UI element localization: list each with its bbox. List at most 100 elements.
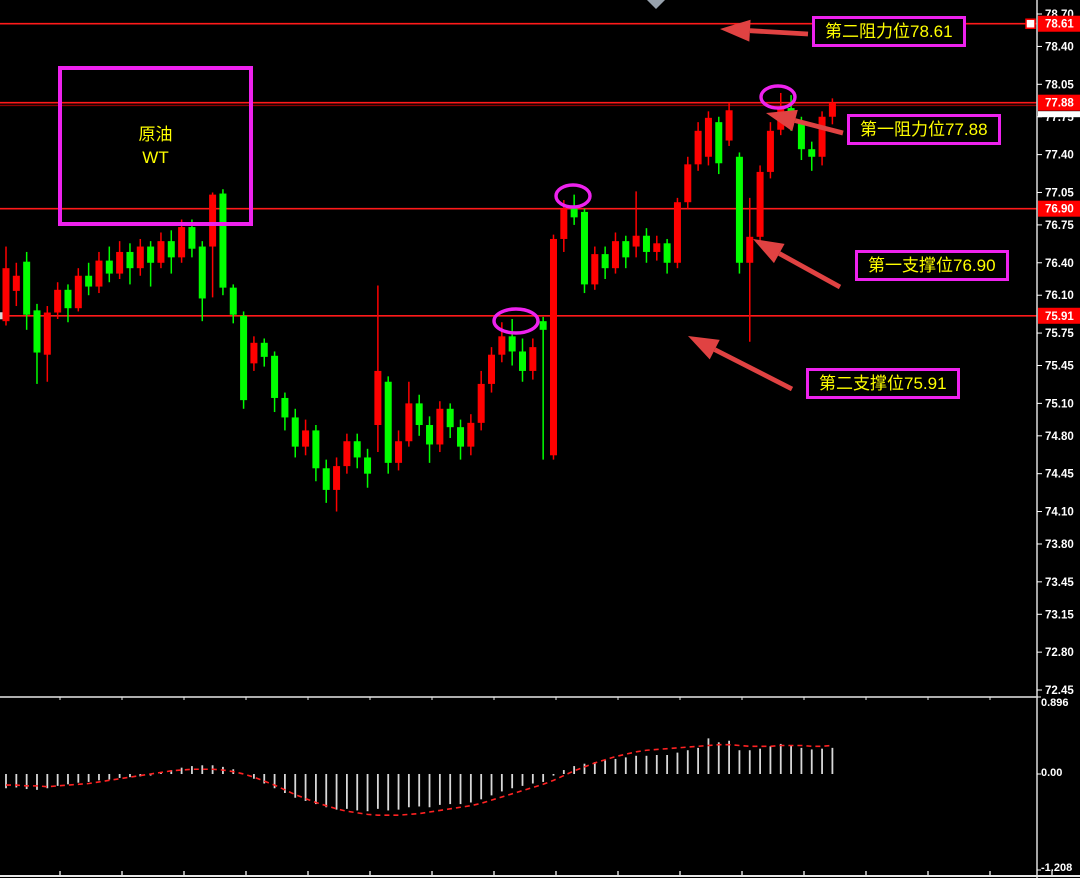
candle-body	[498, 336, 506, 355]
candle-body	[229, 287, 237, 315]
candle-body	[23, 261, 31, 315]
symbol-code: WT	[142, 148, 169, 167]
support1-label-box[interactable]: 第一支撑位76.90	[855, 250, 1009, 281]
candle-body	[797, 122, 805, 150]
highlight-ellipses[interactable]	[492, 84, 797, 335]
candle-body	[209, 194, 217, 247]
line-handle[interactable]	[1025, 18, 1036, 29]
axis-tick-label: 77.40	[1045, 150, 1074, 162]
candle-body	[601, 254, 609, 269]
candle-body	[818, 116, 826, 157]
candle-body	[33, 310, 41, 353]
price-badge	[1038, 307, 1080, 324]
candle-body	[105, 260, 113, 274]
candle-body	[2, 268, 10, 322]
highlight-ellipse[interactable]	[492, 307, 540, 335]
candle-body	[746, 236, 754, 263]
axis-tick-label: 73.45	[1045, 577, 1074, 589]
candle-body	[250, 342, 258, 364]
symbol-name: 原油	[138, 125, 173, 144]
candle-body	[353, 441, 361, 458]
arrow-head[interactable]	[688, 336, 720, 360]
candle-body	[198, 246, 206, 299]
highlight-ellipse[interactable]	[554, 183, 592, 209]
axis-tick-label: 73.80	[1045, 539, 1074, 551]
macd-axis-bottom-label: -1.208	[1041, 862, 1073, 874]
axis-tick-label: 75.10	[1045, 398, 1074, 410]
candle-body	[549, 238, 557, 456]
candle-body	[446, 408, 454, 428]
macd-histogram	[5, 738, 834, 812]
candle-body	[477, 383, 485, 423]
candle-body	[43, 312, 51, 355]
arrow-head[interactable]	[720, 19, 751, 42]
candle-body	[808, 149, 816, 157]
axis-tick-label: 72.45	[1045, 685, 1074, 697]
arrow-head[interactable]	[766, 109, 798, 132]
candle-body	[395, 441, 403, 463]
highlight-ellipse[interactable]	[759, 84, 797, 110]
candle-body	[291, 417, 299, 447]
macd-axis-zero-label: 0.00	[1041, 767, 1063, 779]
axis-tick-label: 74.10	[1045, 507, 1074, 519]
candle-body	[384, 381, 392, 463]
candle-body	[85, 275, 93, 287]
candle-body	[147, 246, 155, 263]
axis-tick-label: 76.75	[1045, 220, 1074, 232]
annotation-arrows[interactable]	[688, 19, 844, 392]
candle-body	[302, 430, 310, 447]
candle-body	[560, 208, 568, 239]
candle-body	[735, 156, 743, 263]
candle-body	[508, 336, 516, 352]
macd-axis-top-label: 0.896	[1041, 697, 1069, 709]
candle-body	[322, 468, 330, 490]
candle-body	[457, 427, 465, 447]
candle-body	[157, 241, 165, 263]
scroll-marker-icon[interactable]	[647, 0, 665, 9]
resistance1-label-box[interactable]: 第一阻力位77.88	[847, 114, 1001, 145]
arrow-shaft[interactable]	[794, 118, 844, 136]
candle-body	[715, 122, 723, 164]
symbol-annotation-box[interactable]: 原油 WT	[58, 66, 253, 226]
arrow-shaft[interactable]	[713, 347, 794, 392]
candle-body	[415, 403, 423, 426]
candle-body	[611, 241, 619, 269]
candle-body	[167, 241, 175, 258]
candle-body	[333, 466, 341, 490]
candle-body	[312, 430, 320, 469]
time-axis	[0, 871, 1080, 877]
price-badge-label: 76.90	[1045, 204, 1074, 216]
price-badge-label: 75.91	[1045, 311, 1074, 323]
candle-body	[64, 289, 72, 309]
candle-body	[271, 355, 279, 398]
current-price-marker	[1038, 111, 1080, 118]
candle-body	[642, 235, 650, 252]
panel-separator	[0, 696, 1037, 700]
candle-body	[591, 254, 599, 285]
arrow-head[interactable]	[753, 239, 785, 264]
candle-body	[240, 315, 248, 401]
candle-body	[539, 321, 547, 330]
candle-body	[405, 403, 413, 442]
candle-body	[219, 193, 227, 288]
resistance2-label-box[interactable]: 第二阻力位78.61	[812, 16, 966, 47]
candle-body	[725, 110, 733, 141]
axis-tick-label: 74.80	[1045, 431, 1074, 443]
candle-body	[188, 227, 196, 249]
arrow-shaft[interactable]	[778, 251, 842, 290]
axis-tick-label: 75.75	[1045, 328, 1074, 340]
arrow-shaft[interactable]	[749, 28, 809, 37]
candle-body	[54, 289, 62, 313]
price-badge-label: 77.88	[1045, 98, 1074, 110]
axis-tick-label: 78.40	[1045, 41, 1074, 53]
price-badge	[1038, 15, 1080, 32]
candle-body	[570, 208, 578, 218]
candle-body	[126, 251, 134, 269]
axis-tick-label: 78.05	[1045, 79, 1074, 91]
candle-body	[178, 227, 186, 258]
price-axis: 78.7078.4078.0577.7577.4077.0576.7576.40…	[1036, 0, 1080, 878]
support2-label-box[interactable]: 第二支撑位75.91	[806, 368, 960, 399]
axis-tick-label: 76.40	[1045, 258, 1074, 270]
candle-body	[74, 275, 82, 309]
